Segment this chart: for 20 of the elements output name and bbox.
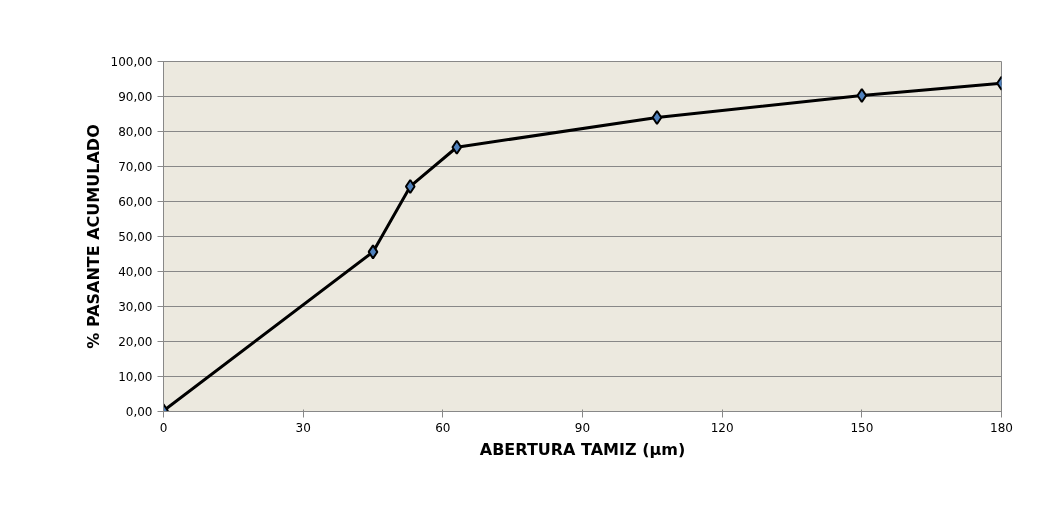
y-tick-label: 0,00 bbox=[125, 405, 153, 419]
y-axis-title: % PASANTE ACUMULADO bbox=[83, 124, 103, 349]
y-tick-label: 10,00 bbox=[118, 370, 153, 384]
y-tick-label: 50,00 bbox=[118, 230, 153, 244]
x-tick-label: 0 bbox=[159, 420, 168, 435]
x-tick-label: 150 bbox=[850, 420, 874, 435]
y-tick-label: 30,00 bbox=[118, 300, 153, 314]
y-tick-label: 40,00 bbox=[118, 265, 153, 279]
y-tick-label: 100,00 bbox=[110, 55, 153, 69]
y-tick-label: 70,00 bbox=[118, 160, 153, 174]
x-tick-label: 30 bbox=[295, 420, 311, 435]
y-tick-label: 20,00 bbox=[118, 335, 153, 349]
y-tick-label: 80,00 bbox=[118, 125, 153, 139]
x-tick-label: 60 bbox=[435, 420, 451, 435]
x-tick-label: 180 bbox=[990, 420, 1013, 435]
x-axis-title: ABERTURA TAMIZ (µm) bbox=[479, 439, 686, 459]
x-tick-label: 120 bbox=[710, 420, 734, 435]
y-tick-label: 90,00 bbox=[118, 90, 153, 104]
x-tick-label: 90 bbox=[574, 420, 591, 435]
y-tick-label: 60,00 bbox=[118, 195, 153, 209]
